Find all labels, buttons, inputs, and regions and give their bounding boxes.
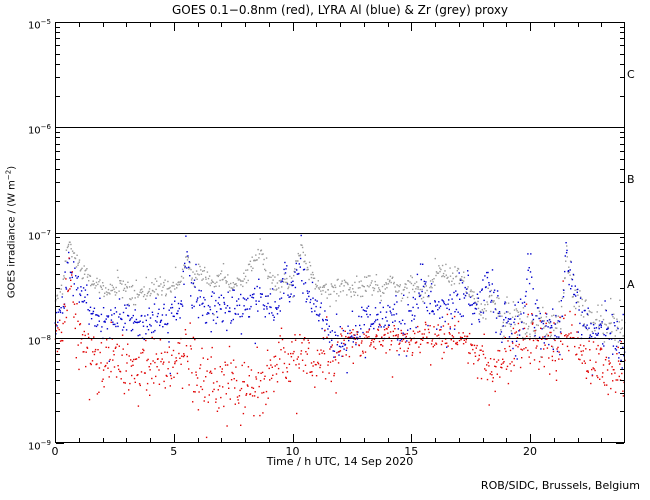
credit-text: ROB/SIDC, Brussels, Belgium: [480, 479, 640, 492]
series-lyra-al-proxy: [54, 234, 626, 376]
x-tick-label: 15: [404, 445, 419, 458]
y-tick-label: 10−7: [27, 228, 51, 242]
flare-class-label-c: C: [627, 67, 635, 81]
flare-class-label-b: B: [627, 172, 635, 186]
plot-frame: [55, 22, 625, 443]
y-tick-label: 10−5: [27, 18, 51, 32]
x-tick-label: 0: [51, 445, 59, 458]
x-tick-label: 5: [170, 445, 178, 458]
x-tick-label: 20: [523, 445, 537, 458]
x-axis-label: Time / h UTC, 14 Sep 2020: [266, 455, 414, 468]
x-tick-label: 10: [285, 445, 300, 458]
series-lyra-zr-proxy: [54, 238, 626, 358]
y-tick-label: 10−8: [27, 333, 51, 348]
flare-class-label-a: A: [627, 278, 635, 292]
chart-title: GOES 0.1−0.8nm (red), LYRA Al (blue) & Z…: [171, 3, 509, 17]
series-goes-0-1-0-8nm: [54, 257, 626, 439]
y-tick-label: 10−6: [27, 123, 51, 137]
y-tick-label: 10−9: [27, 439, 51, 453]
